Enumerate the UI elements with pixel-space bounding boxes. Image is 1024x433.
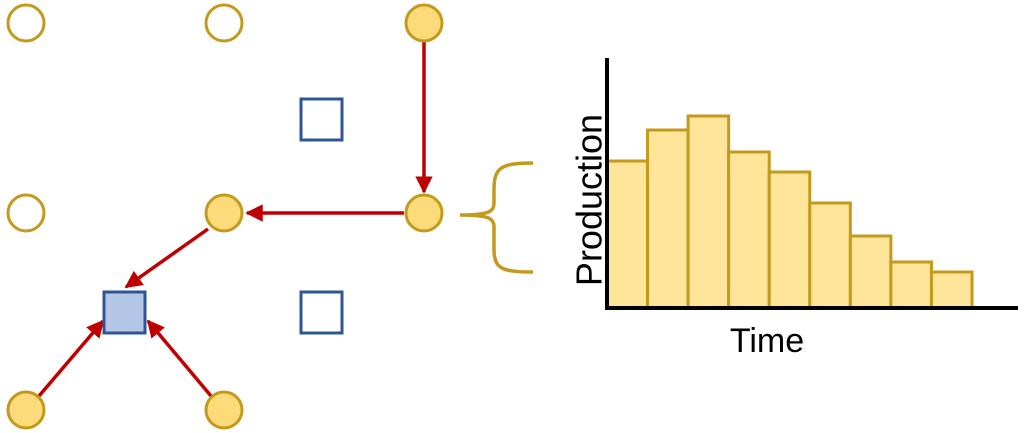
network [6, 3, 534, 430]
node [404, 193, 444, 233]
node [6, 3, 46, 43]
bar [605, 159, 650, 310]
node [404, 3, 444, 43]
node [6, 390, 46, 430]
node [204, 3, 244, 43]
bar [646, 128, 690, 310]
bar [808, 201, 852, 310]
node [204, 390, 244, 430]
arrow [146, 319, 213, 398]
arrow [37, 319, 105, 398]
square-node [299, 97, 344, 142]
node [204, 193, 244, 233]
bar [686, 114, 731, 310]
bar [889, 260, 933, 310]
arrow [124, 227, 210, 289]
bar [929, 270, 974, 310]
square-node [299, 290, 344, 335]
bar [848, 234, 893, 310]
chart: Production Time [569, 58, 1018, 360]
y-axis-label: Production [569, 114, 610, 286]
node [6, 193, 46, 233]
square-node [102, 290, 147, 335]
bar [767, 170, 812, 310]
bar [727, 150, 771, 310]
brace [459, 161, 534, 274]
x-axis-label: Time [730, 322, 804, 360]
